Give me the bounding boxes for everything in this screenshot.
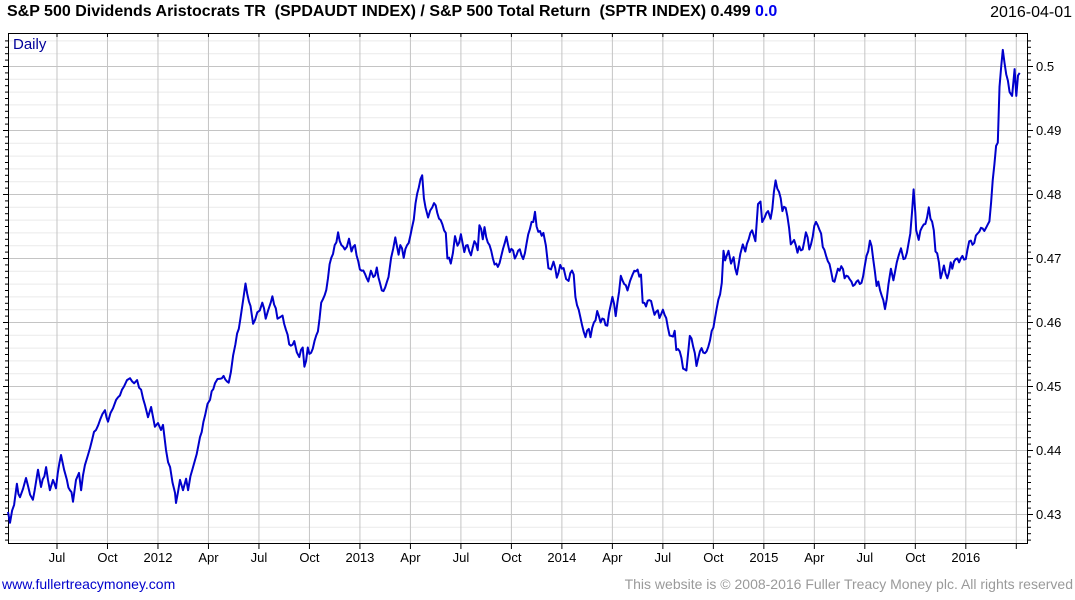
y-axis-label: 0.45 — [1036, 378, 1062, 394]
h-major-gridlines — [8, 66, 1028, 515]
x-axis-label: Jul — [856, 550, 874, 565]
x-axis-label: Apr — [804, 550, 825, 565]
copyright-text: This website is © 2008-2016 Fuller Treac… — [624, 576, 1073, 592]
price-chart — [3, 33, 1033, 549]
x-axis-label: Jul — [452, 550, 470, 565]
footer: www.fullertreacymoney.com This website i… — [0, 574, 1075, 598]
v-gridlines — [56, 33, 1017, 544]
y-axis-label: 0.49 — [1036, 122, 1062, 138]
x-axis-label: Apr — [198, 550, 219, 565]
y-axis-label: 0.5 — [1036, 58, 1055, 74]
y-axis-label: 0.48 — [1036, 186, 1062, 202]
chart-title: S&P 500 Dividends Aristocrats TR (SPDAUD… — [7, 3, 777, 21]
x-axis-label: Oct — [703, 550, 724, 565]
price-line — [7, 48, 1021, 524]
h-minor-gridlines — [8, 40, 1028, 541]
title-bar: S&P 500 Dividends Aristocrats TR (SPDAUD… — [0, 0, 1075, 28]
x-axis-label: Oct — [299, 550, 320, 565]
x-axis-label: Oct — [905, 550, 926, 565]
x-axis-label: Jul — [654, 550, 672, 565]
timeframe-label: Daily — [13, 36, 47, 53]
x-axis-label: Apr — [602, 550, 623, 565]
y-axis-label: 0.44 — [1036, 442, 1062, 458]
x-axis-label: 2012 — [143, 550, 173, 565]
y-axis-label: 0.46 — [1036, 314, 1062, 330]
x-axis-label: Oct — [501, 550, 522, 565]
chart-title-text: S&P 500 Dividends Aristocrats TR (SPDAUD… — [7, 3, 756, 20]
x-axis-label: Jul — [250, 550, 268, 565]
x-axis-label: Apr — [400, 550, 421, 565]
y-axis-label: 0.47 — [1036, 250, 1062, 266]
website-link[interactable]: www.fullertreacymoney.com — [2, 576, 176, 592]
x-axis-label: Jul — [48, 550, 66, 565]
chart-change-value: 0.0 — [755, 3, 778, 20]
x-axis-label: 2013 — [345, 550, 375, 565]
x-axis-label: 2015 — [749, 550, 779, 565]
x-axis-label: 2016 — [951, 550, 981, 565]
x-axis-label: Oct — [97, 550, 118, 565]
y-axis-label: 0.43 — [1036, 506, 1062, 522]
chart-date: 2016-04-01 — [990, 4, 1072, 21]
plot-border — [8, 33, 1028, 544]
x-axis-label: 2014 — [547, 550, 577, 565]
